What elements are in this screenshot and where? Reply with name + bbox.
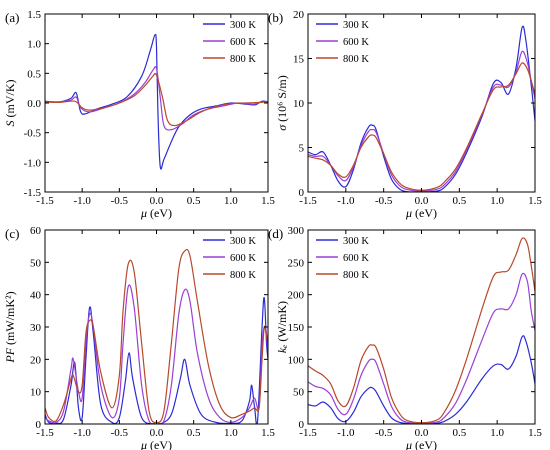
x-tick-label-b-6: 1.5 (528, 195, 542, 207)
y-tick-label-d-1: 50 (293, 387, 305, 399)
x-tick-label-b-3: 0.0 (415, 195, 429, 207)
legend-label-a-0: 300 K (230, 20, 256, 31)
panel-b-conductivity-chart: -1.5 -1.0 -0.5 0.0 0.5 1.0 1.5 0 5 10 15 20 μ (eV) σ … (268, 9, 542, 220)
x-tick-label-b-5: 1.0 (490, 195, 504, 207)
x-axis-label-d: μ (eV) (405, 438, 437, 450)
y-tick-label-c-0: 0 (36, 419, 42, 431)
x-tick-label-a-0: -1.5 (36, 195, 54, 207)
x-tick-label-b-2: -0.5 (375, 195, 393, 207)
x-tick-label-a-6: 1.5 (261, 195, 275, 207)
x-tick-label-c-4: 0.5 (187, 427, 201, 439)
y-tick-label-b-1: 5 (299, 143, 305, 155)
y-tick-label-c-2: 20 (30, 354, 42, 366)
legend-label-c-0: 300 K (230, 236, 256, 247)
panel-label-d: (d) (268, 226, 283, 241)
x-tick-label-a-1: -1.0 (73, 195, 91, 207)
x-axis-label-c: μ (eV) (140, 438, 172, 450)
legend-label-a-1: 600 K (230, 37, 256, 48)
x-axis-label-b: μ (eV) (405, 206, 437, 220)
y-tick-label-c-4: 40 (30, 290, 42, 302)
x-tick-label-d-2: -0.5 (375, 427, 393, 439)
y-tick-label-c-3: 30 (30, 322, 42, 334)
x-tick-label-c-5: 1.0 (224, 427, 238, 439)
series-line-c-0 (45, 296, 268, 424)
x-tick-label-d-3: 0.0 (415, 427, 429, 439)
x-tick-label-b-0: -1.5 (299, 195, 317, 207)
y-tick-label-c-5: 50 (30, 257, 42, 269)
y-axis-label-b: σ (10⁶ S/m) (275, 75, 289, 130)
panel-c-power-factor-chart: -1.5 -1.0 -0.5 0.0 0.5 1.0 1.5 0 10 20 30 40 50 60 μ (… (3, 225, 275, 450)
x-tick-label-a-5: 1.0 (224, 195, 238, 207)
legend-label-d-1: 600 K (343, 253, 369, 264)
legend-label-b-0: 300 K (343, 20, 369, 31)
x-tick-label-d-5: 1.0 (490, 427, 504, 439)
x-tick-label-a-3: 0.0 (150, 195, 164, 207)
y-tick-label-d-2: 100 (288, 354, 305, 366)
y-axis-label-a: S (mV/K) (3, 80, 17, 127)
y-tick-label-b-2: 10 (293, 98, 305, 110)
legend-label-d-0: 300 K (343, 236, 369, 247)
y-tick-label-a-5: 1.0 (27, 39, 41, 51)
y-tick-label-a-3: 0.0 (27, 98, 41, 110)
panel-label-b: (b) (268, 10, 283, 25)
series-line-c-2 (45, 248, 268, 424)
series-line-d-2 (308, 237, 535, 424)
series-line-a-2 (45, 72, 268, 127)
x-tick-label-c-0: -1.5 (36, 427, 54, 439)
y-tick-label-a-4: 0.5 (27, 68, 41, 80)
x-tick-label-d-4: 0.5 (452, 427, 466, 439)
y-tick-label-d-0: 0 (299, 419, 305, 431)
legend-label-c-2: 800 K (230, 270, 256, 281)
x-tick-label-b-1: -1.0 (337, 195, 355, 207)
legend-label-a-2: 800 K (230, 54, 256, 65)
series-line-b-0 (308, 25, 535, 192)
y-tick-label-b-4: 20 (293, 9, 305, 21)
y-tick-label-c-1: 10 (30, 387, 42, 399)
panel-a-seebeck-chart: -1.5 -1.0 -0.5 0.0 0.5 1.0 1.5 -1.5 -1.0 -0.5 0.0 0… (3, 9, 275, 220)
y-tick-label-b-3: 15 (293, 54, 305, 66)
x-tick-label-b-4: 0.5 (452, 195, 466, 207)
y-tick-label-a-2: -0.5 (24, 128, 42, 140)
y-tick-label-d-5: 250 (288, 257, 305, 269)
x-tick-label-d-0: -1.5 (299, 427, 317, 439)
x-tick-label-d-1: -1.0 (337, 427, 355, 439)
y-tick-label-a-0: -1.5 (24, 187, 42, 199)
x-tick-label-a-4: 0.5 (187, 195, 201, 207)
x-tick-label-d-6: 1.5 (528, 427, 542, 439)
panel-label-c: (c) (5, 226, 19, 241)
y-tick-label-d-4: 200 (288, 290, 305, 302)
x-tick-label-c-3: 0.0 (150, 427, 164, 439)
series-line-b-2 (308, 62, 535, 191)
series-line-d-0 (308, 335, 535, 424)
panel-label-a: (a) (5, 10, 19, 25)
x-tick-label-c-6: 1.5 (261, 427, 275, 439)
y-tick-label-d-3: 150 (288, 322, 305, 334)
x-tick-label-c-1: -1.0 (73, 427, 91, 439)
y-tick-label-a-6: 1.5 (27, 9, 41, 21)
y-tick-label-a-1: -1.0 (24, 157, 42, 169)
y-tick-label-b-0: 0 (299, 187, 305, 199)
y-axis-label-c: PF (mW/mK²) (3, 291, 17, 363)
legend-label-b-1: 600 K (343, 37, 369, 48)
series-line-d-1 (308, 272, 535, 424)
panel-d-electronic-thermal-conductivity-chart: -1.5 -1.0 -0.5 0.0 0.5 1.0 1.5 0 50 100 150 200 250 3… (268, 225, 542, 450)
x-tick-label-c-2: -0.5 (111, 427, 129, 439)
series-line-b-1 (308, 50, 535, 192)
y-axis-label-d: kₑ (W/mK) (275, 301, 289, 353)
x-axis-label-a: μ (eV) (140, 206, 172, 220)
legend-label-d-2: 800 K (343, 270, 369, 281)
y-tick-label-c-6: 60 (30, 225, 42, 237)
x-tick-label-a-2: -0.5 (111, 195, 129, 207)
legend-label-b-2: 800 K (343, 54, 369, 65)
legend-label-c-1: 600 K (230, 253, 256, 264)
y-tick-label-d-6: 300 (288, 225, 305, 237)
